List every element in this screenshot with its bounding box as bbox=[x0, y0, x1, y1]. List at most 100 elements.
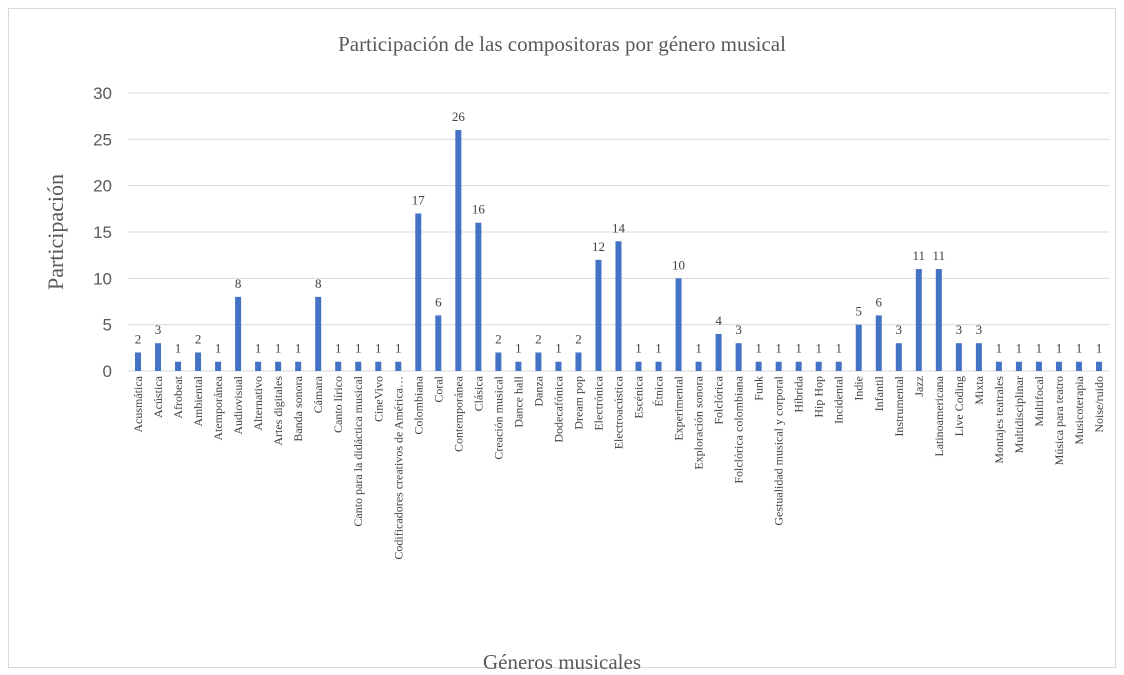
data-label: 1 bbox=[255, 341, 262, 356]
data-label: 8 bbox=[315, 276, 322, 291]
data-label: 4 bbox=[715, 313, 722, 328]
x-tick-label: Canto lírico bbox=[331, 376, 345, 433]
bar bbox=[975, 343, 982, 371]
bar bbox=[175, 361, 182, 371]
data-label: 1 bbox=[655, 341, 662, 356]
data-label: 6 bbox=[876, 294, 883, 309]
x-tick-label: Multifocal bbox=[1032, 375, 1046, 426]
bar bbox=[235, 296, 242, 371]
bar bbox=[735, 343, 742, 371]
x-tick-label: Indie bbox=[852, 376, 866, 401]
data-label: 6 bbox=[435, 294, 442, 309]
x-tick-label: Musicoterapia bbox=[1072, 375, 1086, 444]
chart-frame bbox=[8, 8, 1116, 668]
y-tick-label: 25 bbox=[93, 130, 112, 149]
x-tick-label: Multidisciplinar bbox=[1012, 376, 1026, 453]
data-label: 1 bbox=[1016, 341, 1023, 356]
bar bbox=[335, 361, 342, 371]
bar bbox=[135, 352, 142, 371]
data-label: 3 bbox=[896, 322, 903, 337]
bar bbox=[195, 352, 202, 371]
x-tick-label: Incidental bbox=[832, 375, 846, 424]
data-label: 1 bbox=[815, 341, 822, 356]
data-label: 2 bbox=[575, 331, 582, 346]
data-label: 1 bbox=[515, 341, 522, 356]
data-label: 1 bbox=[835, 341, 842, 356]
data-label: 1 bbox=[375, 341, 382, 356]
bar bbox=[895, 343, 902, 371]
x-tick-label: Dream pop bbox=[571, 376, 585, 430]
bar bbox=[595, 259, 602, 371]
bar bbox=[715, 333, 722, 371]
bar bbox=[295, 361, 302, 371]
bar bbox=[475, 222, 482, 371]
bar bbox=[635, 361, 642, 371]
bar bbox=[515, 361, 522, 371]
x-tick-label: Danza bbox=[531, 375, 545, 406]
data-label: 2 bbox=[495, 331, 502, 346]
x-tick-label: Coral bbox=[431, 375, 445, 402]
data-label: 10 bbox=[672, 257, 685, 272]
x-tick-label: Funk bbox=[752, 376, 766, 401]
y-tick-label: 5 bbox=[103, 316, 112, 335]
x-tick-label: Creación musical bbox=[491, 375, 505, 459]
bar bbox=[755, 361, 762, 371]
data-label: 1 bbox=[1096, 341, 1103, 356]
y-tick-label: 15 bbox=[93, 223, 112, 242]
x-tick-label: Audiovisual bbox=[231, 375, 245, 434]
x-tick-label: Acústica bbox=[151, 375, 165, 418]
bar bbox=[915, 269, 922, 371]
x-tick-label: Alternativo bbox=[251, 376, 265, 431]
bar bbox=[255, 361, 262, 371]
x-tick-label: Escénica bbox=[632, 375, 646, 418]
y-tick-label: 0 bbox=[103, 362, 112, 381]
data-label: 1 bbox=[275, 341, 282, 356]
x-tick-label: Música para teatro bbox=[1052, 376, 1066, 465]
x-tick-label: Étnica bbox=[652, 375, 666, 406]
bar bbox=[675, 278, 682, 371]
bar bbox=[1015, 361, 1022, 371]
x-tick-label: Electroacústica bbox=[612, 375, 626, 449]
bar bbox=[795, 361, 802, 371]
bar bbox=[955, 343, 962, 371]
bar bbox=[575, 352, 582, 371]
y-tick-label: 30 bbox=[93, 84, 112, 103]
data-label: 1 bbox=[1036, 341, 1043, 356]
data-label: 1 bbox=[1056, 341, 1063, 356]
x-tick-label: Live Coding bbox=[952, 376, 966, 436]
x-tick-label: Colombiana bbox=[411, 375, 425, 434]
bar bbox=[455, 130, 462, 371]
x-axis-label: Géneros musicales bbox=[482, 650, 642, 674]
x-tick-label: Ambiental bbox=[191, 375, 205, 426]
data-label: 2 bbox=[535, 331, 542, 346]
data-label: 2 bbox=[195, 331, 202, 346]
x-tick-label: Instrumental bbox=[892, 375, 906, 436]
data-label: 1 bbox=[1076, 341, 1083, 356]
data-label: 1 bbox=[996, 341, 1003, 356]
bar bbox=[495, 352, 502, 371]
bar bbox=[435, 315, 442, 371]
data-label: 1 bbox=[335, 341, 342, 356]
bar bbox=[315, 296, 322, 371]
x-tick-label: Contemporánea bbox=[451, 375, 465, 452]
bar bbox=[775, 361, 782, 371]
bar bbox=[1075, 361, 1082, 371]
bar bbox=[835, 361, 842, 371]
bar bbox=[855, 324, 862, 371]
x-tick-label: Atemporánea bbox=[211, 375, 225, 440]
x-tick-label: Noise/ruido bbox=[1092, 376, 1106, 433]
x-tick-label: Electrónica bbox=[591, 375, 605, 430]
chart-title: Participación de las compositoras por gé… bbox=[338, 32, 786, 56]
x-tick-label: Codificadores creativos de América… bbox=[391, 376, 405, 560]
bar bbox=[1095, 361, 1102, 371]
bar bbox=[535, 352, 542, 371]
x-tick-label: Artes digitales bbox=[271, 376, 285, 446]
x-tick-label: Montajes teatrales bbox=[992, 376, 1006, 464]
data-label: 3 bbox=[155, 322, 162, 337]
y-tick-label: 20 bbox=[93, 177, 112, 196]
x-tick-label: Jazz bbox=[912, 376, 926, 397]
x-tick-label: Banda sonora bbox=[291, 375, 305, 441]
data-label: 16 bbox=[472, 202, 486, 217]
data-label: 1 bbox=[695, 341, 702, 356]
